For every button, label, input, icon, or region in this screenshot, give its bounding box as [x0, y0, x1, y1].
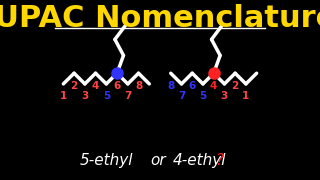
Text: 6: 6	[113, 81, 121, 91]
Text: 1: 1	[60, 91, 67, 101]
Text: 6: 6	[188, 81, 196, 91]
Text: ?: ?	[215, 153, 223, 168]
Text: 4: 4	[92, 81, 99, 91]
Text: 4-ethyl: 4-ethyl	[173, 153, 227, 168]
Text: 5: 5	[199, 91, 207, 101]
Text: 8: 8	[167, 81, 174, 91]
Text: or: or	[150, 153, 166, 168]
Text: IUPAC Nomenclature: IUPAC Nomenclature	[0, 4, 320, 33]
Text: 8: 8	[135, 81, 142, 91]
Text: 4: 4	[210, 81, 217, 91]
Text: 7: 7	[178, 91, 185, 101]
Text: 1: 1	[242, 91, 250, 101]
Text: 5: 5	[103, 91, 110, 101]
Text: 7: 7	[124, 91, 132, 101]
Text: 3: 3	[221, 91, 228, 101]
Text: 5-ethyl: 5-ethyl	[80, 153, 133, 168]
Text: 2: 2	[70, 81, 78, 91]
Text: 3: 3	[81, 91, 88, 101]
Text: 2: 2	[232, 81, 239, 91]
